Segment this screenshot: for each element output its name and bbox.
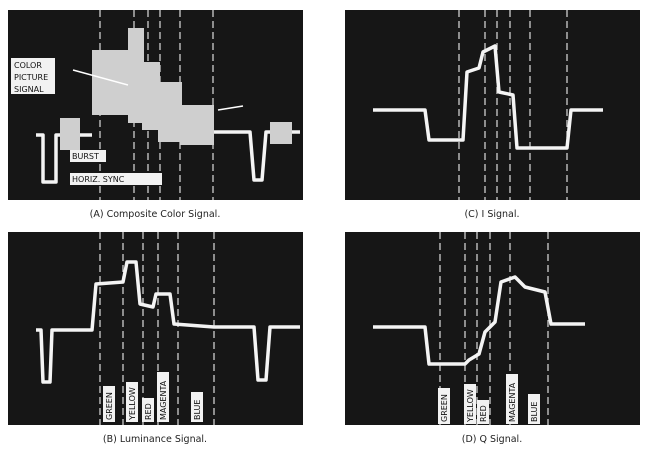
caption: (D) Q Signal. xyxy=(462,434,522,445)
label: BLUE xyxy=(193,400,202,420)
trace xyxy=(373,44,603,150)
panel-a: COLOR PICTURE SIGNAL BURST HORIZ. SYNC xyxy=(8,10,303,200)
picture-signal xyxy=(60,28,292,150)
label: MAGENTA xyxy=(159,380,168,420)
trace xyxy=(36,260,300,384)
label-box xyxy=(70,150,106,162)
trace xyxy=(373,275,585,366)
labels: GREEN YELLOW RED MAGENTA BLUE xyxy=(438,374,540,424)
label: GREEN xyxy=(105,392,114,420)
label: YELLOW xyxy=(466,389,475,423)
label-box xyxy=(11,58,55,94)
panel-c xyxy=(345,10,640,200)
label: GREEN xyxy=(440,394,449,422)
label: BURST xyxy=(72,152,99,161)
label: PICTURE xyxy=(14,73,48,82)
label: MAGENTA xyxy=(508,382,517,422)
label: RED xyxy=(144,403,153,420)
panel-d: GREEN YELLOW RED MAGENTA BLUE xyxy=(345,232,640,425)
caption: (C) I Signal. xyxy=(464,209,519,220)
label: RED xyxy=(479,405,488,422)
label: SIGNAL xyxy=(14,85,44,94)
label: HORIZ. SYNC xyxy=(72,175,125,184)
label: COLOR xyxy=(14,61,42,70)
caption: (A) Composite Color Signal. xyxy=(90,209,221,220)
screen xyxy=(345,10,640,200)
label: BLUE xyxy=(530,402,539,422)
caption: (B) Luminance Signal. xyxy=(103,434,207,445)
grid xyxy=(458,10,568,200)
label: YELLOW xyxy=(128,387,137,421)
labels: GREEN YELLOW RED MAGENTA BLUE xyxy=(103,372,203,422)
label-box xyxy=(70,173,162,185)
trace xyxy=(36,130,300,184)
panel-b: GREEN YELLOW RED MAGENTA BLUE xyxy=(8,232,303,425)
